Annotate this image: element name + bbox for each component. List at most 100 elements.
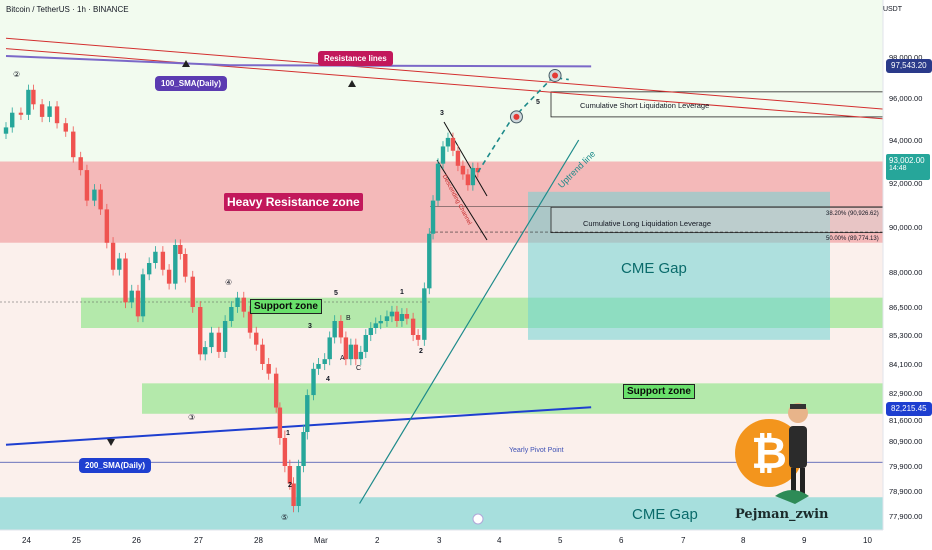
wave-label-1: 1 xyxy=(286,430,290,437)
candle-body xyxy=(140,274,146,317)
wave-label-3: 3 xyxy=(308,323,312,330)
candle-body xyxy=(216,332,222,352)
candle-body xyxy=(348,344,354,360)
wave-label-circle-3: ③ xyxy=(188,413,196,422)
candle-body xyxy=(117,258,122,270)
candle-body xyxy=(247,311,253,333)
uptrend-line xyxy=(359,139,580,504)
x-tick-label: 28 xyxy=(254,536,263,545)
x-tick-label: 3 xyxy=(437,536,442,545)
candle-body xyxy=(353,344,359,360)
candle-body xyxy=(198,307,203,355)
support-zone-label-lower: Support zone xyxy=(623,384,695,399)
candle-body xyxy=(373,323,378,328)
candle-body xyxy=(399,314,405,321)
sma200-label: 200_SMA(Daily) xyxy=(79,458,152,473)
candle-body xyxy=(54,106,60,124)
bitcoin-symbol-icon: ₿ xyxy=(751,428,787,479)
candle-body xyxy=(296,466,301,506)
author-watermark: Pejman_zwin xyxy=(735,507,829,522)
candle-body xyxy=(183,254,188,277)
candle-body xyxy=(358,351,364,360)
countdown-value: 14:48 xyxy=(889,165,907,172)
mascot-illustration: ₿ xyxy=(735,403,809,504)
candle-body xyxy=(455,150,461,166)
sma200-line xyxy=(5,406,592,446)
bitcoin-coin-icon xyxy=(735,419,803,487)
wave-label-i3: 3 xyxy=(440,110,444,117)
wave-label-5: 5 xyxy=(334,290,338,297)
y-tick-label: 98,000.00 xyxy=(889,53,922,62)
candle-body xyxy=(229,307,234,321)
candle-body xyxy=(178,245,183,254)
base-icon xyxy=(775,490,809,504)
x-tick-label: 9 xyxy=(802,536,807,545)
candle-body xyxy=(378,321,383,324)
candle-body xyxy=(427,233,432,289)
x-tick-label: 8 xyxy=(741,536,746,545)
long-liquidation-label: Cumulative Long Liquidation Leverage xyxy=(583,219,712,228)
y-tick-label: 81,600.00 xyxy=(889,416,922,425)
candle-body xyxy=(465,174,471,186)
candle-body xyxy=(368,328,373,335)
candle-body xyxy=(404,314,410,319)
x-tick-label: 5 xyxy=(558,536,563,545)
sma100-pointer-icon xyxy=(182,60,190,67)
price-badge-sma200: 82,215.45 xyxy=(886,402,932,416)
candle-body xyxy=(173,245,178,284)
candle-body xyxy=(322,359,327,364)
candle-body xyxy=(332,321,337,338)
candle-body xyxy=(47,106,52,117)
fib-382-label: 38.20% (90,926.62) xyxy=(826,211,879,217)
candle-body xyxy=(384,316,390,321)
y-tick-label: 80,900.00 xyxy=(889,437,922,446)
x-tick-label: 24 xyxy=(22,536,31,545)
symbol-header: Bitcoin / TetherUS · 1h · BINANCE xyxy=(6,5,129,14)
candle-body xyxy=(389,311,395,317)
candle-body xyxy=(63,123,68,132)
candle-body xyxy=(10,112,15,128)
resistance-lines-label: Resistance lines xyxy=(318,51,393,66)
cme-gap-label-upper: CME Gap xyxy=(621,260,687,277)
candle-body xyxy=(311,368,316,396)
yearly-pivot-label: Yearly Pivot Point xyxy=(509,447,564,454)
candle-body xyxy=(475,167,481,173)
currency-label: USDT xyxy=(882,6,902,13)
wave-label-4: 4 xyxy=(326,376,330,383)
support-zone-lower xyxy=(142,383,883,414)
candle-body xyxy=(254,332,259,345)
candle-body xyxy=(190,276,195,307)
x-tick-label: 2 xyxy=(375,536,380,545)
suit-icon xyxy=(789,426,807,468)
wave-label-circle-4: ④ xyxy=(225,278,233,287)
y-tick-label: 86,500.00 xyxy=(889,303,922,312)
candle-body xyxy=(209,332,214,348)
candle-body xyxy=(98,189,103,210)
candle-body xyxy=(415,335,421,340)
candle-body xyxy=(410,318,416,335)
candle-body xyxy=(301,432,306,466)
x-tick-label: 4 xyxy=(497,536,502,545)
y-tick-label: 96,000.00 xyxy=(889,94,922,103)
candle-body xyxy=(235,297,240,307)
x-tick-label: 6 xyxy=(619,536,624,545)
y-tick-label: 78,900.00 xyxy=(889,487,922,496)
wave-label-i2: 2 xyxy=(419,348,423,355)
candle-body xyxy=(273,373,279,408)
candle-body xyxy=(445,137,451,147)
y-tick-label: 84,100.00 xyxy=(889,360,922,369)
x-tick-label: 7 xyxy=(681,536,686,545)
candle-body xyxy=(166,269,172,284)
candle-body xyxy=(31,89,36,105)
candle-body xyxy=(71,131,76,158)
candle-body xyxy=(440,146,446,164)
candle-body xyxy=(3,127,9,134)
candle-body xyxy=(39,104,45,117)
y-tick-label: 94,000.00 xyxy=(889,136,922,145)
target-center-icon xyxy=(513,113,520,120)
y-tick-label: 88,000.00 xyxy=(889,268,922,277)
candle-body xyxy=(203,347,208,355)
x-tick-label: Mar xyxy=(314,536,328,545)
resistance-line-1 xyxy=(5,37,932,114)
